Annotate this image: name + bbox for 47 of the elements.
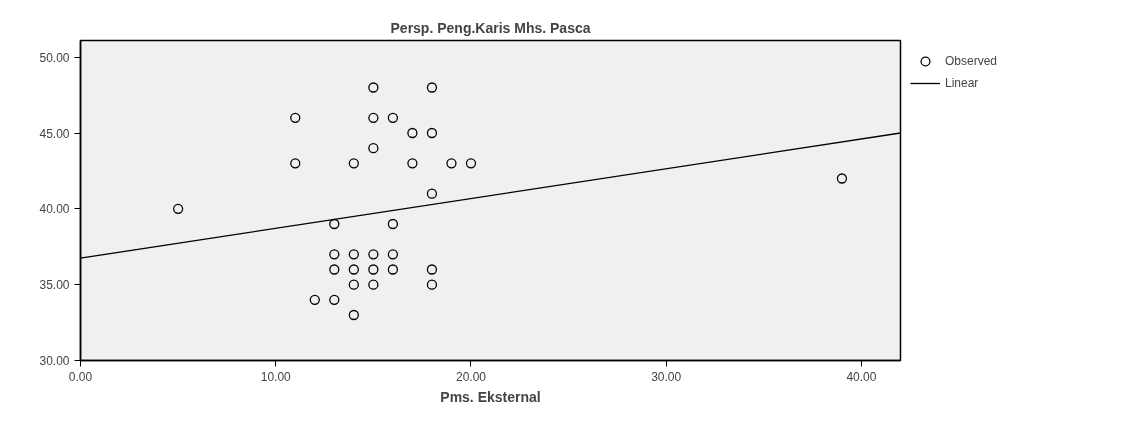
x-tick-label: 20.00	[455, 369, 487, 384]
point	[348, 279, 359, 290]
point	[290, 112, 301, 123]
point	[329, 249, 340, 260]
point	[407, 158, 418, 169]
y-tick-label: 50.00	[39, 50, 70, 65]
point	[465, 158, 477, 169]
point	[446, 158, 457, 169]
point	[836, 173, 848, 184]
point	[329, 294, 340, 305]
point	[387, 112, 399, 123]
point	[368, 112, 379, 123]
chart-title: Persp. Peng.Karis Mhs. Pasca	[390, 19, 591, 36]
point	[426, 279, 438, 290]
point	[387, 249, 399, 260]
point	[368, 264, 379, 275]
point	[426, 82, 438, 93]
point	[348, 309, 359, 321]
point	[348, 158, 359, 169]
point	[172, 203, 184, 214]
x-tick-label: 30.00	[651, 369, 682, 384]
y-tick-label: 40.00	[39, 202, 70, 217]
point	[368, 143, 379, 154]
legend-label: Linear	[945, 75, 979, 92]
point	[309, 294, 320, 305]
point	[426, 264, 438, 275]
point	[290, 158, 301, 169]
point	[348, 249, 359, 260]
x-tick-label: 10.00	[260, 369, 292, 384]
x-tick-label: 0.00	[68, 369, 93, 384]
point	[368, 279, 379, 290]
point	[387, 218, 399, 230]
point	[348, 264, 359, 275]
point	[368, 249, 379, 260]
point	[329, 264, 340, 275]
point	[368, 82, 379, 93]
y-tick-label: 30.00	[39, 354, 70, 368]
point	[329, 218, 340, 230]
legend-label: Observed	[945, 53, 998, 70]
point	[387, 264, 399, 275]
y-tick-label: 45.00	[39, 126, 70, 141]
x-tick-label: 40.00	[846, 369, 877, 384]
x-axis-title: Pms. Eksternal	[440, 388, 541, 405]
point	[407, 127, 418, 139]
point	[426, 127, 438, 139]
y-tick-label: 35.00	[39, 278, 70, 293]
point	[426, 188, 438, 199]
